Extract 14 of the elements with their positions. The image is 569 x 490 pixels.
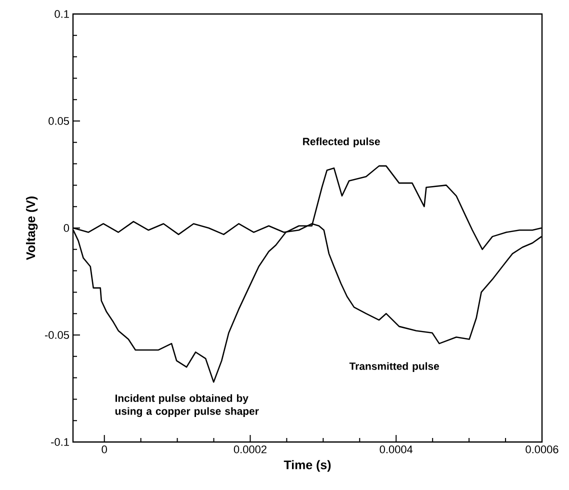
annotation: Incident pulse obtained by using a copper pulse shaper: [115, 394, 259, 417]
x-axis-title: Time (s): [284, 460, 331, 472]
annotation: Reflected pulse: [303, 138, 380, 148]
y-tick-label: 0.05: [48, 117, 70, 125]
x-tick-label: 0.0002: [234, 446, 266, 454]
y-tick-label: -0.1: [51, 438, 69, 446]
y-axis-title: Voltage (V): [26, 196, 38, 260]
annotation: Transmitted pulse: [349, 362, 440, 372]
y-tick-label: 0.1: [54, 10, 69, 18]
y-tick-label: 0: [64, 224, 70, 232]
x-tick-label: 0.0004: [380, 446, 413, 454]
x-tick-label: 0.0006: [526, 446, 558, 454]
y-tick-label: -0.05: [44, 331, 70, 339]
x-tick-label: 0: [102, 446, 107, 454]
